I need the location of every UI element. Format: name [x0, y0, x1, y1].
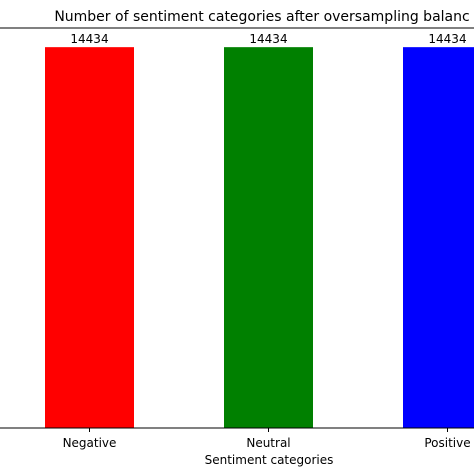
bar-negative: [45, 47, 134, 429]
x-tick-label-negative: Negative: [63, 436, 117, 450]
data-label-neutral: 14434: [249, 32, 287, 46]
bar-neutral: [224, 47, 313, 429]
x-tick-label-neutral: Neutral: [246, 436, 290, 450]
x-ticks-layer: [89, 428, 448, 432]
x-axis-label: Sentiment categories: [205, 453, 334, 467]
data-label-positive: 14434: [428, 32, 466, 46]
data-labels-layer: 14434 14434 14434: [70, 32, 466, 46]
x-tick-label-positive: Positive: [424, 436, 470, 450]
x-tick-labels-layer: Negative Neutral Positive: [63, 436, 471, 450]
data-label-negative: 14434: [70, 32, 108, 46]
bar-positive: [403, 47, 474, 429]
bars-layer: [45, 47, 474, 429]
chart-title: Number of sentiment categories after ove…: [54, 9, 469, 25]
